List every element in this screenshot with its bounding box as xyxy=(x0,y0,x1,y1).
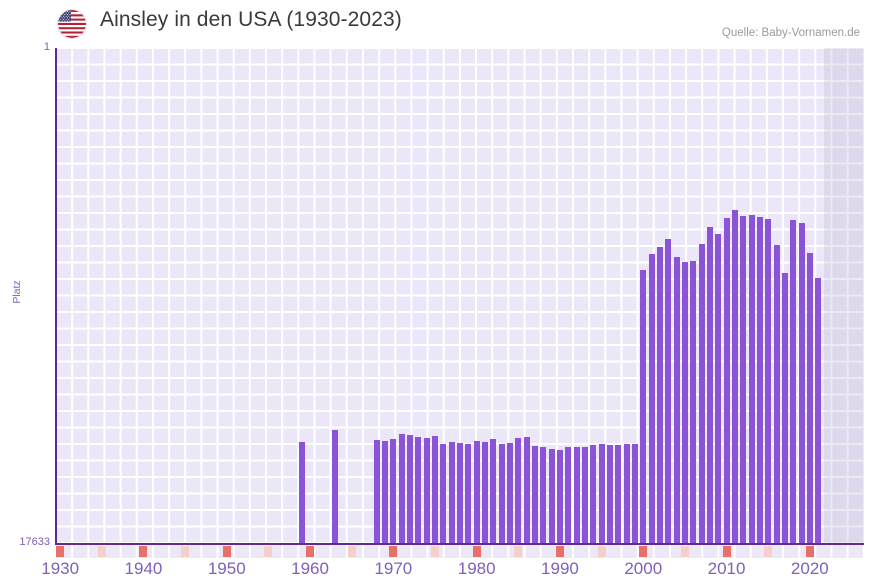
bar[interactable] xyxy=(598,443,605,543)
bar[interactable] xyxy=(373,440,380,543)
x-axis-minor-tick-mark xyxy=(597,546,606,557)
x-axis-tick-mark xyxy=(639,546,648,557)
x-axis-minor-tick-mark xyxy=(514,546,523,557)
bar[interactable] xyxy=(481,441,488,543)
bar[interactable] xyxy=(448,442,455,543)
x-axis-minor-tick-mark xyxy=(764,546,773,557)
y-axis-top-tick-label: 1 xyxy=(43,41,50,53)
bar[interactable] xyxy=(573,446,580,543)
bar[interactable] xyxy=(640,270,647,543)
x-axis-tick-mark xyxy=(472,546,481,557)
chart-plot-area xyxy=(56,48,864,543)
bar[interactable] xyxy=(740,216,747,543)
page-title: Ainsley in den USA (1930-2023) xyxy=(100,8,402,31)
bar[interactable] xyxy=(457,442,463,543)
bar[interactable] xyxy=(665,239,672,543)
bar[interactable] xyxy=(415,436,422,543)
bar[interactable] xyxy=(398,434,405,543)
bar[interactable] xyxy=(673,257,680,543)
bar[interactable] xyxy=(423,438,430,543)
bar[interactable] xyxy=(773,244,780,543)
bar[interactable] xyxy=(765,218,772,543)
bar[interactable] xyxy=(656,247,663,543)
x-axis-tick-label: 1990 xyxy=(541,559,579,578)
bar[interactable] xyxy=(590,444,597,543)
x-axis-tick-label: 1950 xyxy=(207,559,246,578)
x-axis-tick-label: 1970 xyxy=(374,559,413,578)
x-axis-tick-mark xyxy=(722,546,731,557)
x-axis-minor-tick-mark xyxy=(347,546,356,557)
x-axis-tick-mark xyxy=(222,546,231,557)
bar[interactable] xyxy=(390,439,397,543)
bar[interactable] xyxy=(698,243,705,543)
us-flag-icon xyxy=(58,10,86,38)
x-axis-tick-label: 2010 xyxy=(707,559,746,578)
x-axis-tick-mark xyxy=(56,546,65,557)
x-axis-tick-label: 1960 xyxy=(291,559,329,578)
bar[interactable] xyxy=(498,443,505,543)
x-axis-tick-label: 1980 xyxy=(457,559,496,578)
bar[interactable] xyxy=(382,441,389,543)
bar[interactable] xyxy=(731,209,738,543)
source-note: Quelle: Baby-Vornamen.de xyxy=(721,27,860,39)
bar[interactable] xyxy=(506,442,513,543)
chart-header: Ainsley in den USA (1930-2023) Quelle: B… xyxy=(0,0,873,48)
bar[interactable] xyxy=(490,439,497,543)
bar[interactable] xyxy=(581,446,588,543)
x-axis-tick-mark xyxy=(805,546,814,557)
bar[interactable] xyxy=(540,446,547,543)
bar[interactable] xyxy=(815,277,822,543)
x-axis-minor-tick-mark xyxy=(680,546,689,557)
x-axis-tick-mark xyxy=(139,546,148,557)
x-axis-tick-label: 1940 xyxy=(124,559,163,578)
bar[interactable] xyxy=(706,227,713,543)
bar[interactable] xyxy=(806,252,813,543)
y-axis-bottom-tick-label: 17633 xyxy=(19,536,50,548)
bar[interactable] xyxy=(606,445,613,543)
x-axis-minor-tick-mark xyxy=(181,546,190,557)
bar[interactable] xyxy=(723,218,730,543)
bar[interactable] xyxy=(523,436,530,543)
bar[interactable] xyxy=(531,445,538,543)
chart-bars xyxy=(56,48,864,543)
x-axis-tick-label: 2000 xyxy=(624,559,663,578)
x-axis-tick-mark xyxy=(389,546,398,557)
bar[interactable] xyxy=(556,450,563,543)
x-axis-minor-tick-mark xyxy=(97,546,106,557)
bar[interactable] xyxy=(432,435,438,543)
bar[interactable] xyxy=(407,434,413,543)
bar[interactable] xyxy=(465,443,472,543)
bar[interactable] xyxy=(681,262,688,543)
bar[interactable] xyxy=(798,222,805,543)
bar[interactable] xyxy=(631,444,638,543)
x-axis-tick-label: 2020 xyxy=(790,559,829,578)
bar[interactable] xyxy=(781,272,788,543)
x-axis-tick-strip xyxy=(56,545,864,558)
bar[interactable] xyxy=(473,440,480,543)
x-axis-minor-tick-mark xyxy=(431,546,439,557)
bar[interactable] xyxy=(790,220,797,543)
bar[interactable] xyxy=(298,442,305,543)
x-axis-tick-mark xyxy=(555,546,564,557)
bar[interactable] xyxy=(548,448,555,543)
bar[interactable] xyxy=(440,443,447,543)
us-flag-svg xyxy=(58,10,86,38)
bar[interactable] xyxy=(756,216,763,543)
x-axis-tick-label: 1930 xyxy=(41,559,80,578)
bar[interactable] xyxy=(690,261,697,543)
bar[interactable] xyxy=(332,429,339,543)
y-axis-title: Platz xyxy=(11,280,23,304)
bar[interactable] xyxy=(623,443,630,543)
x-axis-minor-tick-mark xyxy=(264,546,273,557)
x-axis-line xyxy=(55,543,864,545)
bar[interactable] xyxy=(615,444,622,543)
bar[interactable] xyxy=(565,447,572,543)
y-axis-line xyxy=(55,48,57,544)
bar[interactable] xyxy=(515,437,522,543)
x-axis-tick-mark xyxy=(306,546,315,557)
bar[interactable] xyxy=(748,215,755,543)
bar[interactable] xyxy=(648,254,655,543)
bar[interactable] xyxy=(715,233,722,543)
